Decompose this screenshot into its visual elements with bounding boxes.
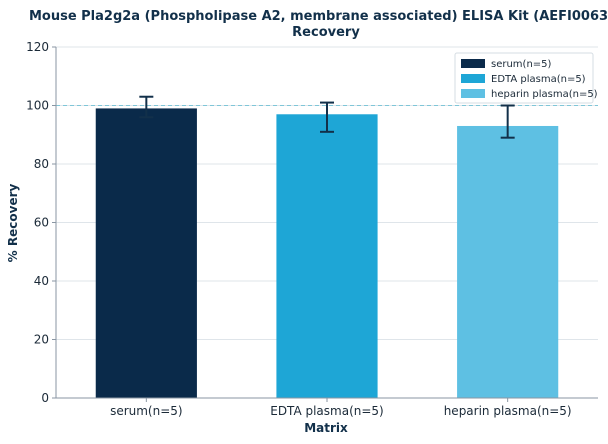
legend: serum(n=5) EDTA plasma(n=5) heparin plasma… xyxy=(454,52,598,104)
y-tick-label: 20 xyxy=(34,333,49,347)
error-bars xyxy=(139,95,515,139)
y-axis-label: % Recovery xyxy=(6,184,20,263)
x-tick-labels: serum(n=5) EDTA plasma(n=5) heparin plasma… xyxy=(110,398,572,418)
y-tick-label: 120 xyxy=(26,40,49,54)
legend-swatch-2 xyxy=(461,74,485,83)
y-tick-label: 0 xyxy=(41,391,49,405)
legend-label-2: EDTA plasma(n=5) xyxy=(491,74,586,85)
x-tick-label: heparin plasma(n=5) xyxy=(444,404,572,418)
y-tick-label: 60 xyxy=(34,216,49,230)
x-tick-label: serum(n=5) xyxy=(110,404,183,418)
bar-1 xyxy=(95,108,197,399)
legend-label-1: serum(n=5) xyxy=(491,59,552,70)
x-tick-label: EDTA plasma(n=5) xyxy=(270,404,384,418)
legend-swatch-1 xyxy=(461,59,485,68)
legend-box xyxy=(454,52,594,104)
legend-swatch-3 xyxy=(461,89,485,98)
bar-3 xyxy=(457,125,559,398)
chart-title: Mouse Pla2g2a (Phospholipase A2, membran… xyxy=(29,9,608,24)
chart-subtitle: Recovery xyxy=(292,25,360,40)
y-tick-label: 80 xyxy=(34,157,49,171)
bar-2 xyxy=(276,114,378,399)
y-tick-label: 40 xyxy=(34,274,49,288)
bars xyxy=(95,108,559,399)
x-axis-label: Matrix xyxy=(304,421,348,435)
legend-label-3: heparin plasma(n=5) xyxy=(491,89,598,100)
y-tick-labels: 0 20 40 60 80 100 120 xyxy=(26,40,56,405)
y-tick-label: 100 xyxy=(26,99,49,113)
